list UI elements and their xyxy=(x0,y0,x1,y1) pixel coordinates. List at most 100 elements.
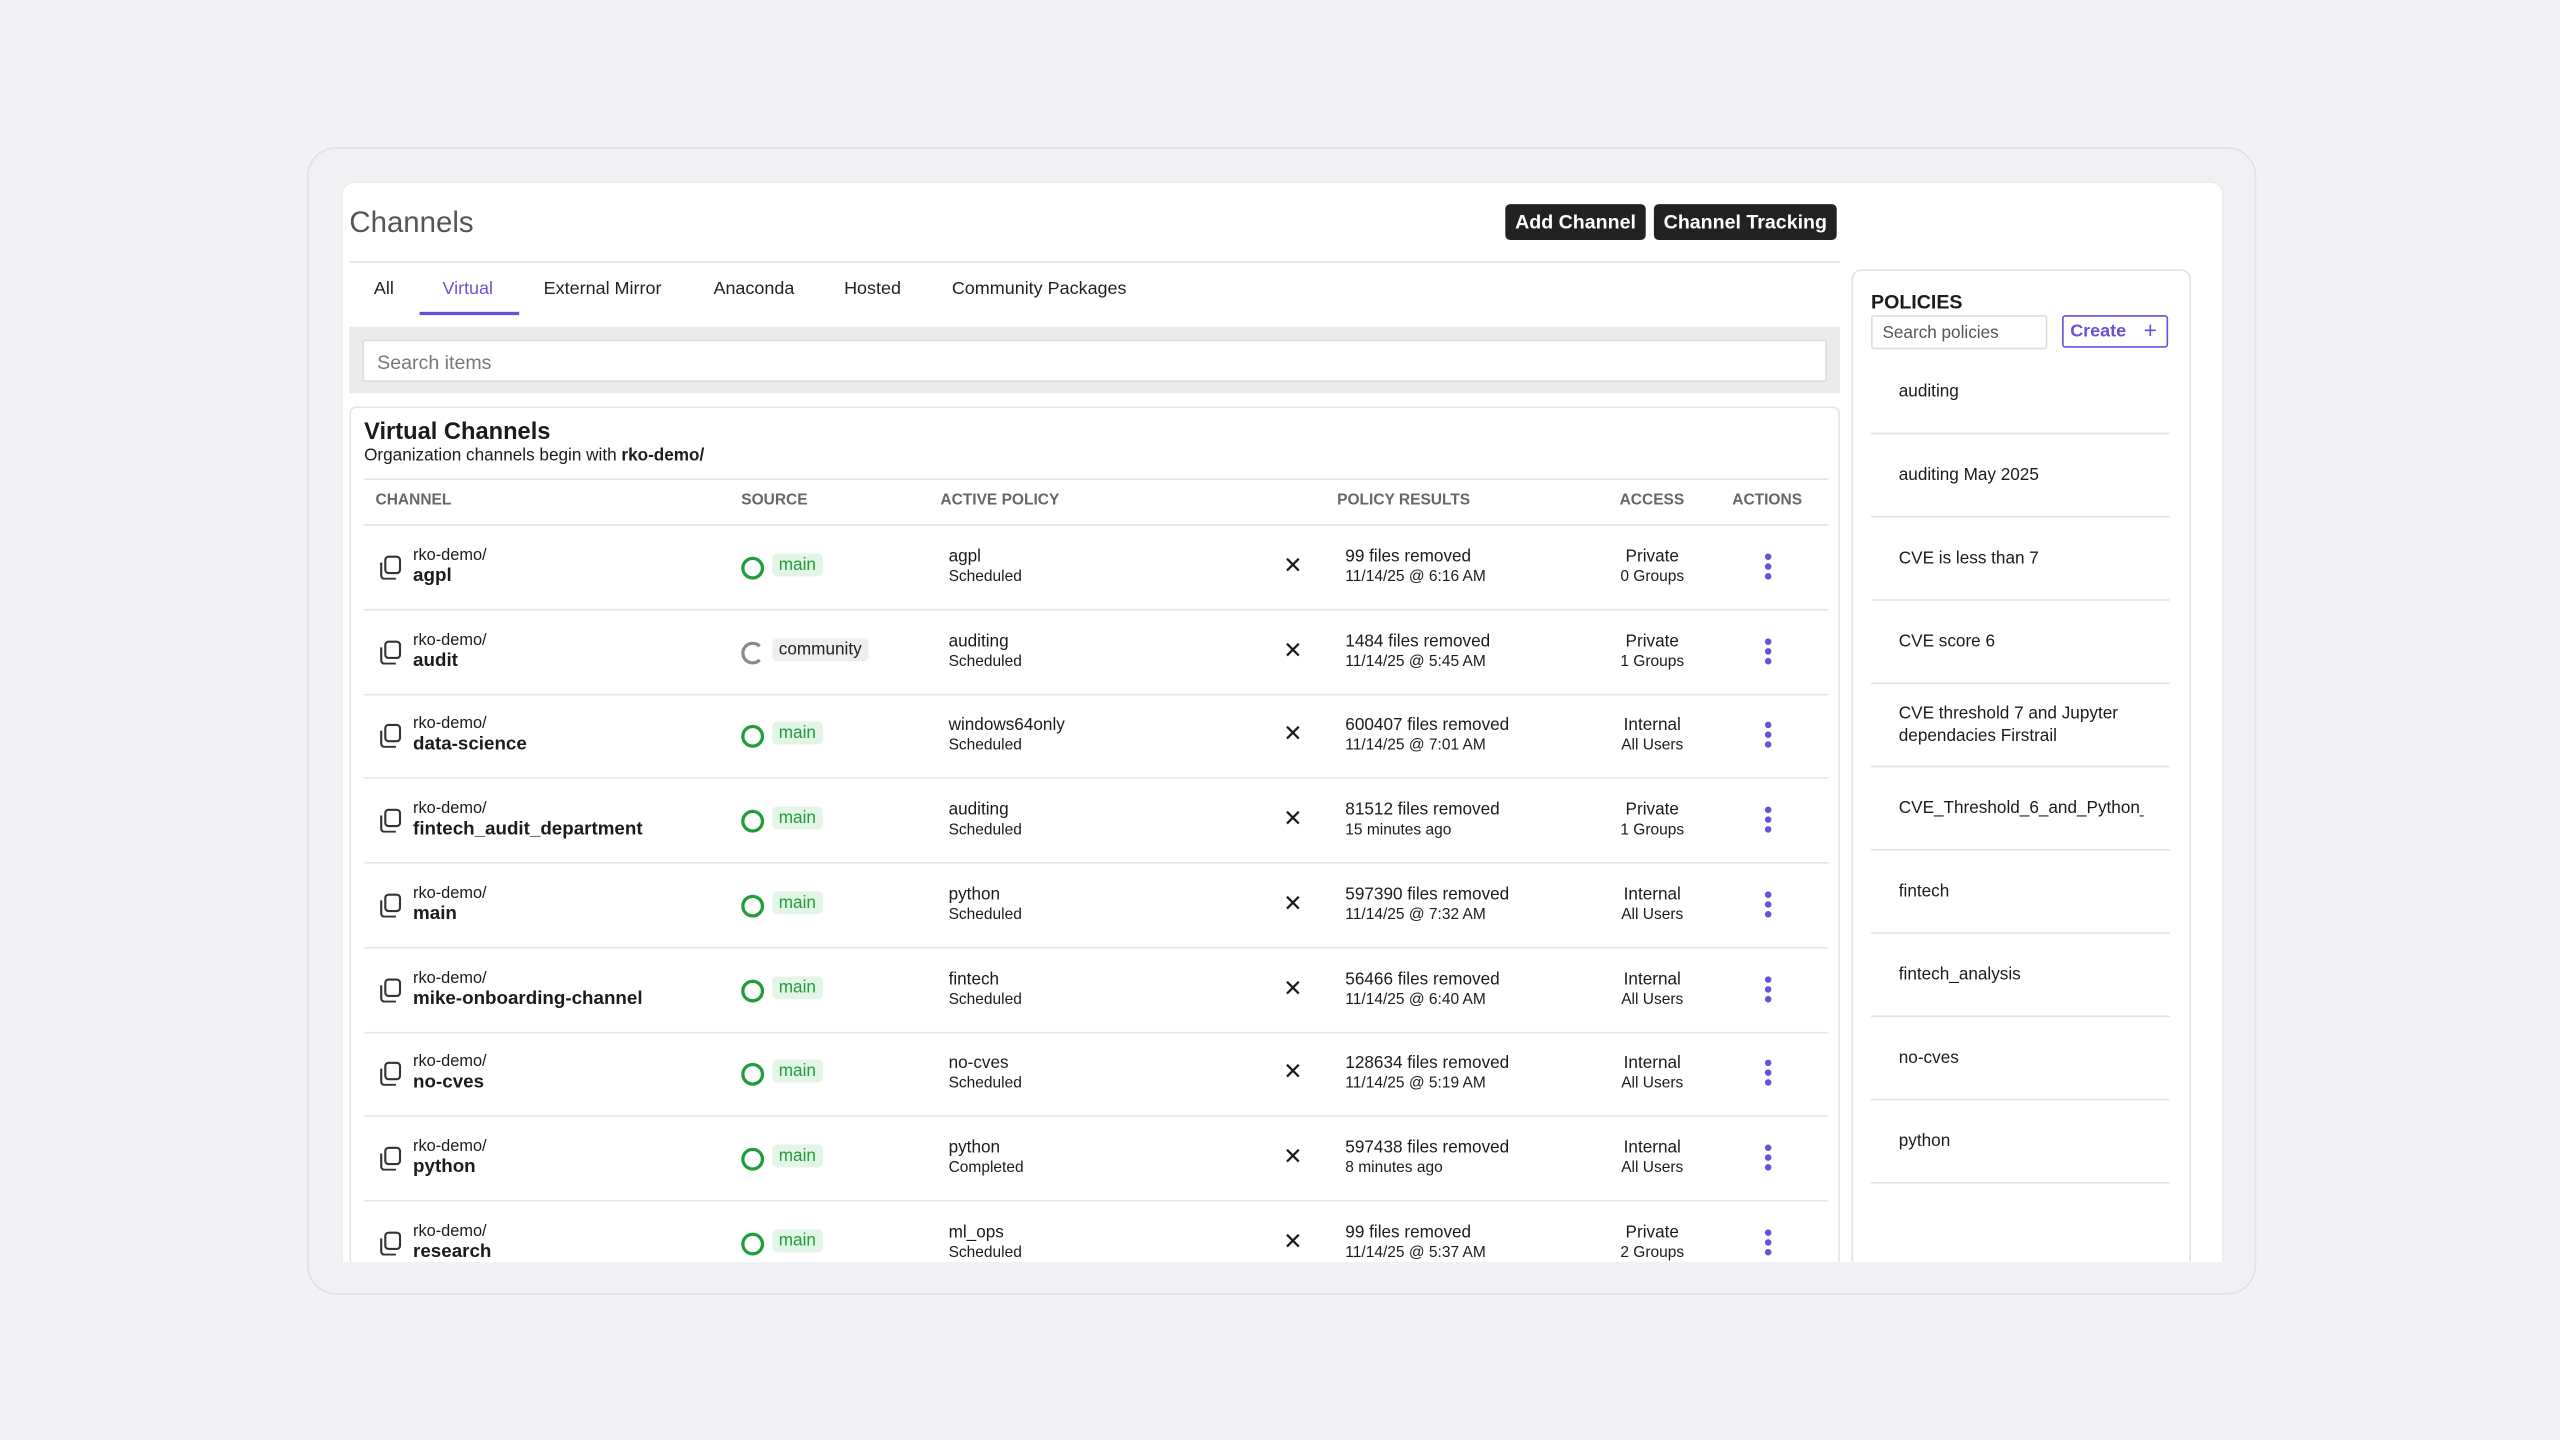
row-actions[interactable] xyxy=(1763,806,1773,836)
copy-icon[interactable] xyxy=(379,1230,402,1262)
policy-status: Scheduled xyxy=(948,1074,1022,1093)
policy-item[interactable]: CVE_Threshold_6_and_Python_ xyxy=(1871,767,2170,851)
search-band: Search items xyxy=(349,326,1840,394)
row-actions[interactable] xyxy=(1763,975,1773,1005)
remove-policy[interactable]: ✕ xyxy=(1283,1058,1303,1085)
dot xyxy=(1764,816,1772,824)
channel-name: audit xyxy=(413,650,458,671)
source-status-icon xyxy=(741,641,765,664)
column-header: ACCESS xyxy=(1619,491,1685,510)
dot xyxy=(1764,1144,1772,1151)
row-actions[interactable] xyxy=(1763,722,1773,751)
policy-name: no-cves xyxy=(948,1053,1009,1073)
subtitle-text: Organization channels begin with xyxy=(364,445,617,466)
row-actions[interactable] xyxy=(1763,553,1773,582)
channel-tracking-button[interactable]: Channel Tracking xyxy=(1653,204,1837,240)
policy-item[interactable]: fintech xyxy=(1871,851,2170,934)
policy-status: Scheduled xyxy=(948,905,1022,924)
remove-policy[interactable]: ✕ xyxy=(1283,973,1303,1000)
remove-policy[interactable]: ✕ xyxy=(1283,805,1303,832)
copy-icon[interactable] xyxy=(379,1062,402,1095)
policy-results: 99 files removed xyxy=(1345,546,1472,567)
divider xyxy=(364,478,1829,480)
policy-item[interactable]: CVE score 6 xyxy=(1871,601,2170,685)
policy-item[interactable]: no-cves xyxy=(1871,1017,2170,1101)
results-time: 15 minutes ago xyxy=(1345,821,1452,840)
row-actions[interactable] xyxy=(1763,1059,1773,1089)
remove-policy[interactable]: ✕ xyxy=(1283,551,1303,578)
table-row: rko-demo/data-science main windows64only Sc… xyxy=(364,695,1829,780)
policy-status: Scheduled xyxy=(948,652,1022,671)
dot xyxy=(1764,910,1772,918)
policy-item[interactable]: CVE is less than 7 xyxy=(1871,518,2170,601)
policy-results: 99 files removed xyxy=(1345,1222,1472,1242)
policy-item[interactable]: CVE threshold 7 and Jupyter dependacies … xyxy=(1871,684,2170,768)
results-time: 11/14/25 @ 6:40 AM xyxy=(1345,990,1486,1009)
tab[interactable]: Virtual xyxy=(442,279,494,299)
dot xyxy=(1764,826,1772,833)
page-title: Channels xyxy=(349,205,474,239)
tab[interactable]: Community Packages xyxy=(951,279,1127,299)
table-row: rko-demo/research main ml_ops Scheduled ✕ 99 … xyxy=(364,1201,1828,1262)
remove-policy[interactable]: ✕ xyxy=(1283,1142,1303,1169)
channel-name: main xyxy=(413,904,457,924)
copy-icon[interactable] xyxy=(379,639,402,672)
column-header: ACTIONS xyxy=(1732,491,1803,510)
policy-item[interactable]: python xyxy=(1871,1100,2170,1184)
table-row: rko-demo/mike-onboarding-channel main fint… xyxy=(364,948,1829,1033)
row-actions[interactable] xyxy=(1763,637,1773,667)
channel-name: research xyxy=(413,1241,492,1262)
policy-search[interactable]: Search policies xyxy=(1871,315,2048,350)
copy-icon[interactable] xyxy=(379,724,402,757)
copy-icon[interactable] xyxy=(379,893,402,926)
remove-policy[interactable]: ✕ xyxy=(1283,636,1303,663)
row-actions[interactable] xyxy=(1763,1228,1773,1258)
policy-name: ml_ops xyxy=(948,1222,1004,1242)
policies-title: POLICIES xyxy=(1871,290,1963,314)
add-channel-button[interactable]: Add Channel xyxy=(1505,204,1646,240)
remove-policy[interactable]: ✕ xyxy=(1283,720,1303,747)
dot xyxy=(1764,806,1772,814)
dot xyxy=(1764,637,1772,645)
dot xyxy=(1764,657,1772,664)
table-row: rko-demo/audit community auditing Scheduled… xyxy=(364,610,1829,695)
dot xyxy=(1764,1059,1772,1067)
access: Private xyxy=(1625,631,1679,651)
policy-list: auditing auditing May 2025 CVE is less tha… xyxy=(1871,351,2170,1262)
column-header: CHANNEL xyxy=(375,491,452,510)
column-header: POLICY RESULTS xyxy=(1337,491,1471,510)
channel-prefix: rko-demo/ xyxy=(413,715,487,734)
dot xyxy=(1764,573,1772,580)
remove-policy[interactable]: ✕ xyxy=(1283,1227,1303,1254)
dot xyxy=(1764,900,1772,908)
source-status-icon xyxy=(741,978,765,1002)
copy-icon[interactable] xyxy=(379,555,402,588)
remove-policy[interactable]: ✕ xyxy=(1283,889,1303,916)
copy-icon[interactable] xyxy=(379,977,402,1010)
tab[interactable]: All xyxy=(373,279,394,299)
dot xyxy=(1764,1079,1772,1087)
access: Internal xyxy=(1623,1053,1681,1073)
policy-item[interactable]: auditing xyxy=(1871,351,2170,435)
results-time: 11/14/25 @ 6:16 AM xyxy=(1345,568,1486,587)
divider xyxy=(349,261,1840,263)
row-actions[interactable] xyxy=(1763,1144,1773,1173)
row-actions[interactable] xyxy=(1763,891,1773,920)
policy-item[interactable]: fintech_analysis xyxy=(1871,934,2170,1018)
access: Private xyxy=(1625,546,1679,567)
source-status-icon xyxy=(741,1063,765,1087)
copy-icon[interactable] xyxy=(379,1146,402,1179)
policy-item[interactable]: auditing May 2025 xyxy=(1871,434,2170,518)
dot xyxy=(1764,1238,1772,1246)
search-input[interactable]: Search items xyxy=(362,339,1827,383)
policy-label: CVE threshold 7 and Jupyter dependacies … xyxy=(1898,703,2118,747)
access-detail: All Users xyxy=(1621,990,1684,1009)
create-policy-button[interactable]: Create + xyxy=(2062,315,2169,348)
copy-icon[interactable] xyxy=(379,808,402,841)
source-pill: main xyxy=(772,891,823,914)
table-row: rko-demo/main main python Scheduled ✕ 597390 … xyxy=(364,863,1829,949)
tab[interactable]: Hosted xyxy=(844,279,901,299)
tab[interactable]: External Mirror xyxy=(543,279,662,299)
tab[interactable]: Anaconda xyxy=(713,279,795,299)
